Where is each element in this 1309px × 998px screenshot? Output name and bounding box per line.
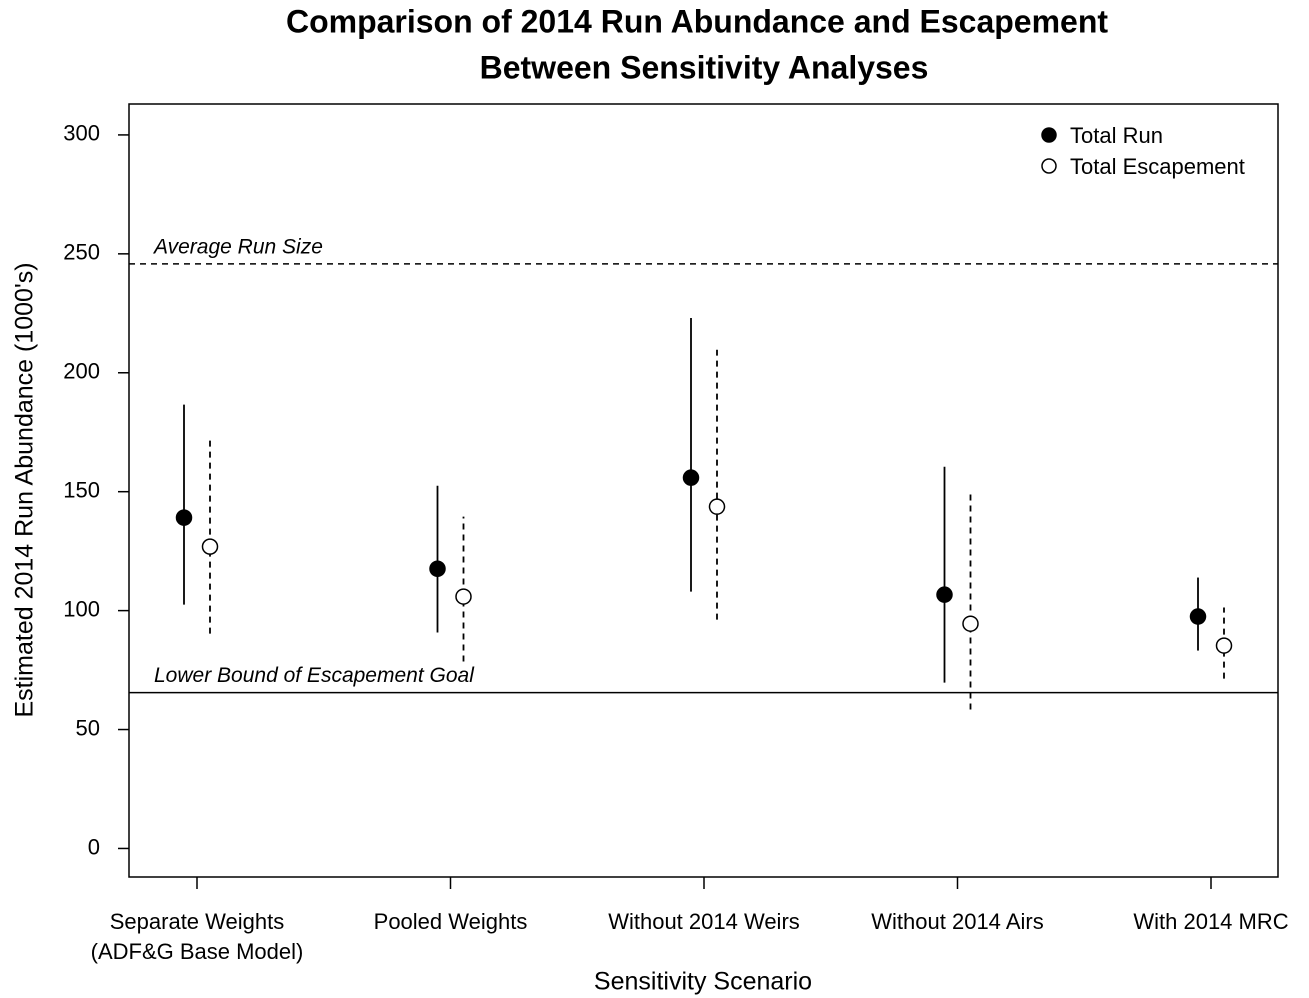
point xyxy=(429,560,446,578)
y-tick-label: 150 xyxy=(63,478,100,503)
plot-frame xyxy=(128,103,1279,878)
point xyxy=(682,469,700,486)
x-tick-label: Separate Weights xyxy=(110,909,284,934)
chart-title: Between Sensitivity Analyses xyxy=(480,49,929,85)
y-tick-label: 0 xyxy=(88,834,100,859)
point xyxy=(455,588,472,605)
x-tick-label: With 2014 MRC xyxy=(1133,909,1288,934)
y-tick-label: 250 xyxy=(63,240,100,265)
legend-label: Total Escapement xyxy=(1070,154,1245,179)
y-axis-label: Estimated 2014 Run Abundance (1000's) xyxy=(11,262,39,717)
legend-label: Total Run xyxy=(1070,123,1163,148)
x-tick-label: Pooled Weights xyxy=(374,909,528,934)
point xyxy=(708,498,726,515)
legend-marker xyxy=(1041,158,1057,174)
chart-title: Comparison of 2014 Run Abundance and Esc… xyxy=(286,3,1108,39)
x-axis-label: Sensitivity Scenario xyxy=(594,968,812,996)
y-tick-label: 300 xyxy=(63,121,100,146)
point xyxy=(1215,637,1233,654)
reference-label: Lower Bound of Escapement Goal xyxy=(154,664,475,687)
reference-label: Average Run Size xyxy=(152,235,323,258)
point xyxy=(936,586,953,603)
y-tick-label: 100 xyxy=(63,596,100,621)
point xyxy=(201,538,219,555)
legend-marker xyxy=(1041,127,1057,143)
y-tick-label: 200 xyxy=(63,359,100,384)
x-tick-label: (ADF&G Base Model) xyxy=(91,939,304,964)
x-tick-label: Without 2014 Airs xyxy=(871,909,1043,934)
y-tick-label: 50 xyxy=(76,715,100,740)
point xyxy=(1189,608,1207,625)
point xyxy=(962,615,979,632)
x-tick-label: Without 2014 Weirs xyxy=(608,909,800,934)
point xyxy=(175,509,193,526)
